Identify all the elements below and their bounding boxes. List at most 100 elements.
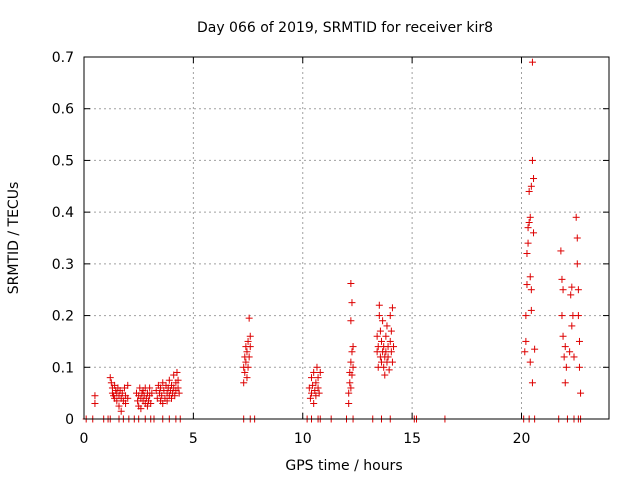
- data-point: [530, 175, 538, 183]
- data-point: [245, 353, 253, 361]
- data-point: [165, 376, 173, 384]
- data-point: [373, 332, 381, 340]
- data-point: [308, 374, 315, 382]
- data-point: [348, 371, 356, 379]
- data-point: [348, 348, 356, 356]
- data-point: [526, 273, 534, 281]
- data-point: [163, 397, 171, 405]
- data-point: [246, 343, 254, 351]
- data-point: [524, 224, 532, 232]
- data-point: [557, 247, 565, 255]
- data-point: [146, 384, 154, 392]
- data-point: [375, 301, 383, 309]
- y-tick-label: 0.5: [52, 153, 74, 169]
- data-point: [523, 281, 531, 289]
- data-point: [523, 250, 531, 258]
- x-tick-label: 20: [513, 431, 531, 447]
- data-point: [124, 381, 132, 389]
- y-tick-label: 0.2: [52, 309, 74, 325]
- x-tick-label: 5: [189, 431, 198, 447]
- data-point: [345, 399, 353, 407]
- data-point: [390, 343, 398, 351]
- data-point: [347, 317, 355, 325]
- data-point: [246, 332, 254, 340]
- data-point: [106, 374, 114, 382]
- data-point: [574, 312, 582, 320]
- data-point: [382, 332, 390, 340]
- data-point: [524, 239, 532, 247]
- y-tick-label: 0.3: [52, 257, 74, 273]
- data-point: [530, 229, 538, 237]
- data-point: [313, 363, 321, 371]
- x-tick-label: 10: [294, 431, 312, 447]
- plot-frame: [83, 56, 610, 420]
- data-point: [381, 371, 389, 379]
- data-point: [388, 304, 396, 312]
- data-point: [387, 348, 395, 356]
- data-point: [137, 405, 145, 413]
- data-point: [345, 389, 353, 397]
- data-point: [346, 379, 354, 387]
- data-point: [245, 314, 253, 322]
- data-point: [561, 379, 569, 387]
- data-point: [175, 389, 183, 397]
- data-point: [115, 402, 123, 410]
- y-tick-label: 0: [65, 412, 74, 428]
- data-point: [348, 299, 356, 307]
- data-points: [82, 58, 585, 423]
- data-point: [525, 218, 533, 226]
- data-point: [531, 345, 539, 353]
- data-point: [306, 394, 314, 402]
- data-point: [243, 348, 251, 356]
- data-point: [528, 156, 536, 164]
- data-point: [376, 327, 384, 335]
- data-point: [575, 337, 583, 345]
- data-point: [173, 368, 181, 376]
- data-point: [349, 343, 357, 351]
- data-point: [117, 407, 125, 415]
- grid-lines: [84, 57, 609, 419]
- data-point: [577, 389, 585, 397]
- data-point: [314, 374, 322, 382]
- data-point: [315, 389, 323, 397]
- data-point: [174, 384, 182, 392]
- data-point: [314, 384, 322, 392]
- data-point: [384, 353, 392, 361]
- data-point: [312, 379, 320, 387]
- data-point: [386, 337, 394, 345]
- data-point: [347, 358, 355, 366]
- data-point: [387, 327, 395, 335]
- data-point: [159, 399, 167, 407]
- y-tick-label: 0.4: [52, 205, 74, 221]
- data-point: [378, 337, 385, 345]
- data-point: [572, 213, 580, 221]
- data-point: [375, 312, 383, 320]
- data-point: [527, 182, 535, 190]
- data-point: [573, 234, 581, 242]
- y-tick-label: 0.1: [52, 360, 74, 376]
- data-point: [562, 363, 570, 371]
- data-point: [528, 379, 536, 387]
- x-axis-label: GPS time / hours: [285, 458, 402, 474]
- data-point: [242, 358, 250, 366]
- data-point: [561, 343, 569, 351]
- data-point: [316, 368, 324, 376]
- data-point: [573, 260, 581, 268]
- data-point: [91, 392, 99, 400]
- data-point: [526, 213, 534, 221]
- data-point: [522, 337, 530, 345]
- axis-ticks: 0 5 10 15 20 0 0.1 0.2 0.3 0.4 0.5 0.6 0.7: [52, 50, 609, 447]
- data-point: [566, 348, 574, 356]
- data-point: [559, 286, 567, 294]
- data-point: [240, 379, 248, 387]
- y-tick-label: 0.6: [52, 102, 74, 118]
- data-point: [241, 368, 249, 376]
- data-point: [558, 275, 566, 283]
- data-point: [122, 399, 130, 407]
- chart-title: Day 066 of 2019, SRMTID for receiver kir…: [197, 20, 493, 36]
- data-point: [560, 353, 568, 361]
- data-point: [527, 286, 535, 294]
- data-point: [310, 399, 318, 407]
- data-point: [148, 389, 156, 397]
- data-point: [559, 332, 567, 340]
